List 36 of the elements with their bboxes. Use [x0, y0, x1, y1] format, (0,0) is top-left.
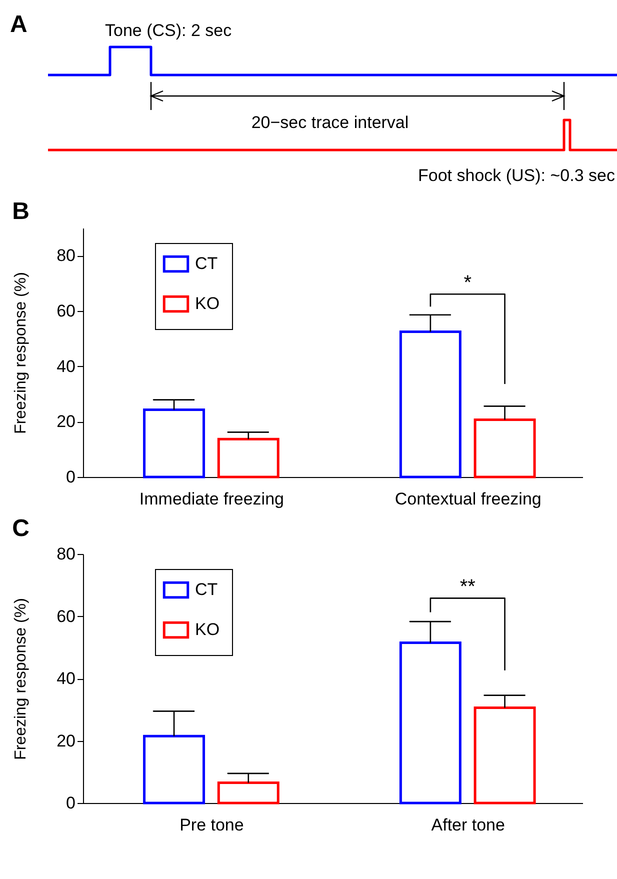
y-axis-title: Freezing response (%) — [12, 272, 30, 434]
annotation: * — [464, 272, 472, 294]
y-tick-label: 80 — [56, 544, 76, 564]
y-tick-label: 20 — [56, 731, 76, 750]
y-tick-label: 60 — [56, 606, 76, 626]
y-tick-label: 20 — [56, 412, 76, 432]
y-tick-label: 60 — [56, 302, 76, 320]
x-tick-label: After tone — [431, 816, 505, 834]
text: A — [10, 11, 28, 38]
y-tick-label: 40 — [56, 669, 76, 688]
x-tick-label: Contextual freezing — [394, 490, 542, 508]
y-axis-title: Freezing response (%) — [12, 598, 30, 760]
legend-label: CT — [195, 580, 218, 599]
bar — [143, 408, 206, 478]
y-tick-label: 0 — [66, 794, 76, 812]
bar — [143, 734, 206, 804]
text: 20−sec trace interval — [251, 113, 409, 132]
chart-title: C — [12, 515, 30, 542]
chart-title: B — [12, 198, 30, 225]
legend-label: KO — [195, 620, 220, 639]
bar — [474, 418, 536, 478]
legend-label: CT — [195, 254, 218, 273]
y-tick-label: 40 — [56, 356, 76, 376]
legend-label: KO — [195, 294, 220, 313]
text: Tone (CS): 2 sec — [105, 21, 232, 40]
y-tick-label: 80 — [56, 246, 76, 266]
bar — [399, 330, 462, 478]
text: Foot shock (US): ~0.3 sec — [418, 166, 616, 185]
bar — [217, 782, 280, 804]
bar — [217, 438, 280, 478]
annotation: ** — [460, 576, 476, 598]
bar — [474, 706, 536, 804]
x-tick-label: Pre tone — [180, 816, 244, 834]
bar — [399, 641, 462, 804]
x-tick-label: Immediate freezing — [139, 490, 284, 508]
y-tick-label: 0 — [66, 468, 76, 486]
